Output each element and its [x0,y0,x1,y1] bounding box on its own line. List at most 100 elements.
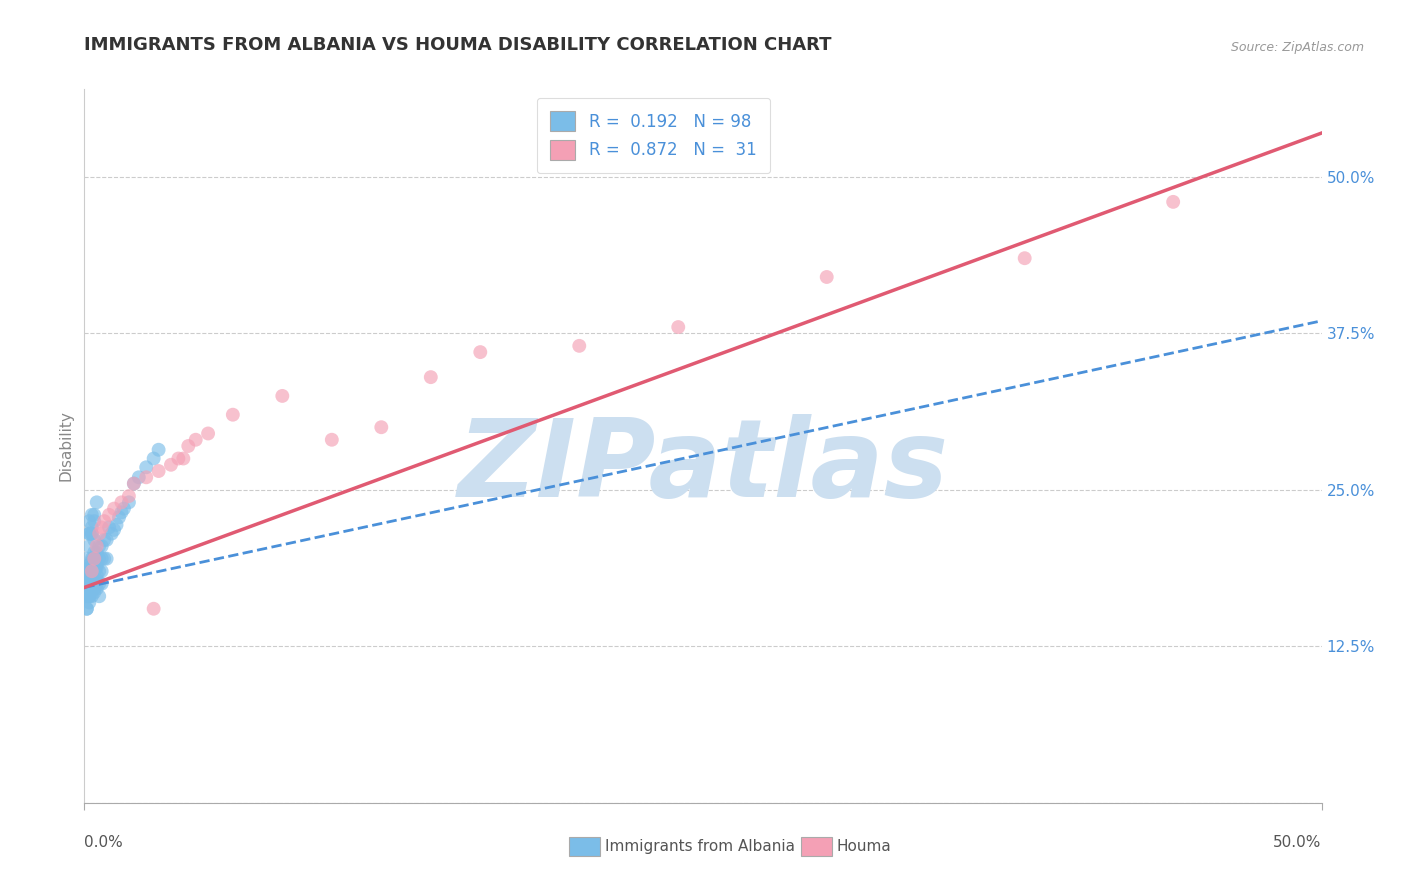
Point [122,476,145,491]
Point [83,582,105,596]
Point [83,576,105,591]
Point [1161,194,1184,209]
Text: ZIPatlas: ZIPatlas [457,415,949,520]
Point [79,514,101,528]
Point [271,389,294,403]
Point [83,551,105,566]
Point [184,433,207,447]
Point [76,564,98,578]
Point [76,585,98,599]
Point [79,585,101,599]
Point [86,560,108,574]
Text: IMMIGRANTS FROM ALBANIA VS HOUMA DISABILITY CORRELATION CHART: IMMIGRANTS FROM ALBANIA VS HOUMA DISABIL… [84,36,832,54]
Point [80,589,103,603]
Point [83,564,105,578]
Point [83,560,105,574]
Point [83,508,105,522]
Point [80,576,103,591]
Point [79,582,101,596]
Point [80,560,103,574]
Point [80,520,103,534]
Point [148,442,170,457]
Point [98,508,121,522]
Point [80,554,103,568]
Point [90,539,112,553]
Point [79,526,101,541]
Point [76,566,98,581]
Point [76,573,98,587]
Point [83,533,105,547]
Point [79,576,101,591]
Point [197,426,219,441]
Point [370,420,392,434]
Legend: R =  0.192   N = 98, R =  0.872   N =  31: R = 0.192 N = 98, R = 0.872 N = 31 [537,97,770,173]
Point [76,582,98,597]
Point [167,451,190,466]
Point [86,582,108,596]
Point [76,601,98,615]
Point [93,533,115,547]
Point [79,526,101,541]
Point [76,589,98,603]
Point [86,539,108,553]
Point [76,570,98,584]
Point [98,520,121,534]
Point [80,564,103,578]
Point [80,575,103,590]
Point [142,451,165,466]
Point [815,270,838,285]
Point [86,568,108,582]
Point [80,582,103,596]
Point [135,470,157,484]
Point [105,517,128,532]
Point [86,558,108,572]
Point [80,573,103,587]
Point [79,558,101,572]
Point [93,514,115,528]
Point [108,510,131,524]
Point [419,370,441,384]
Point [79,539,101,553]
Point [110,495,132,509]
Point [100,526,122,541]
Point [103,501,125,516]
Point [112,501,135,516]
Point [1014,251,1036,265]
Point [79,574,101,589]
Point [80,564,103,578]
Point [110,505,132,519]
Point [89,576,111,591]
Point [86,545,108,559]
Point [177,439,200,453]
Point [160,458,183,472]
Point [90,520,112,534]
Point [90,576,112,591]
Point [89,539,111,553]
Point [83,551,105,566]
Point [76,601,98,615]
Point [83,545,105,559]
Point [83,585,105,599]
Text: Immigrants from Albania: Immigrants from Albania [605,839,794,854]
Point [142,601,165,615]
Point [86,576,108,591]
Point [79,589,101,603]
Point [470,345,492,359]
Point [89,564,111,578]
Point [79,568,101,582]
Point [76,551,98,566]
Point [76,581,98,595]
Point [666,320,689,334]
Point [80,526,103,541]
Y-axis label: Disability: Disability [58,410,73,482]
Point [90,564,112,578]
Point [79,575,101,590]
Point [86,551,108,566]
Point [79,564,101,578]
Point [96,533,118,547]
Point [568,339,591,353]
Point [79,560,101,574]
Text: Houma: Houma [837,839,891,854]
Point [80,551,103,566]
Point [76,578,98,592]
